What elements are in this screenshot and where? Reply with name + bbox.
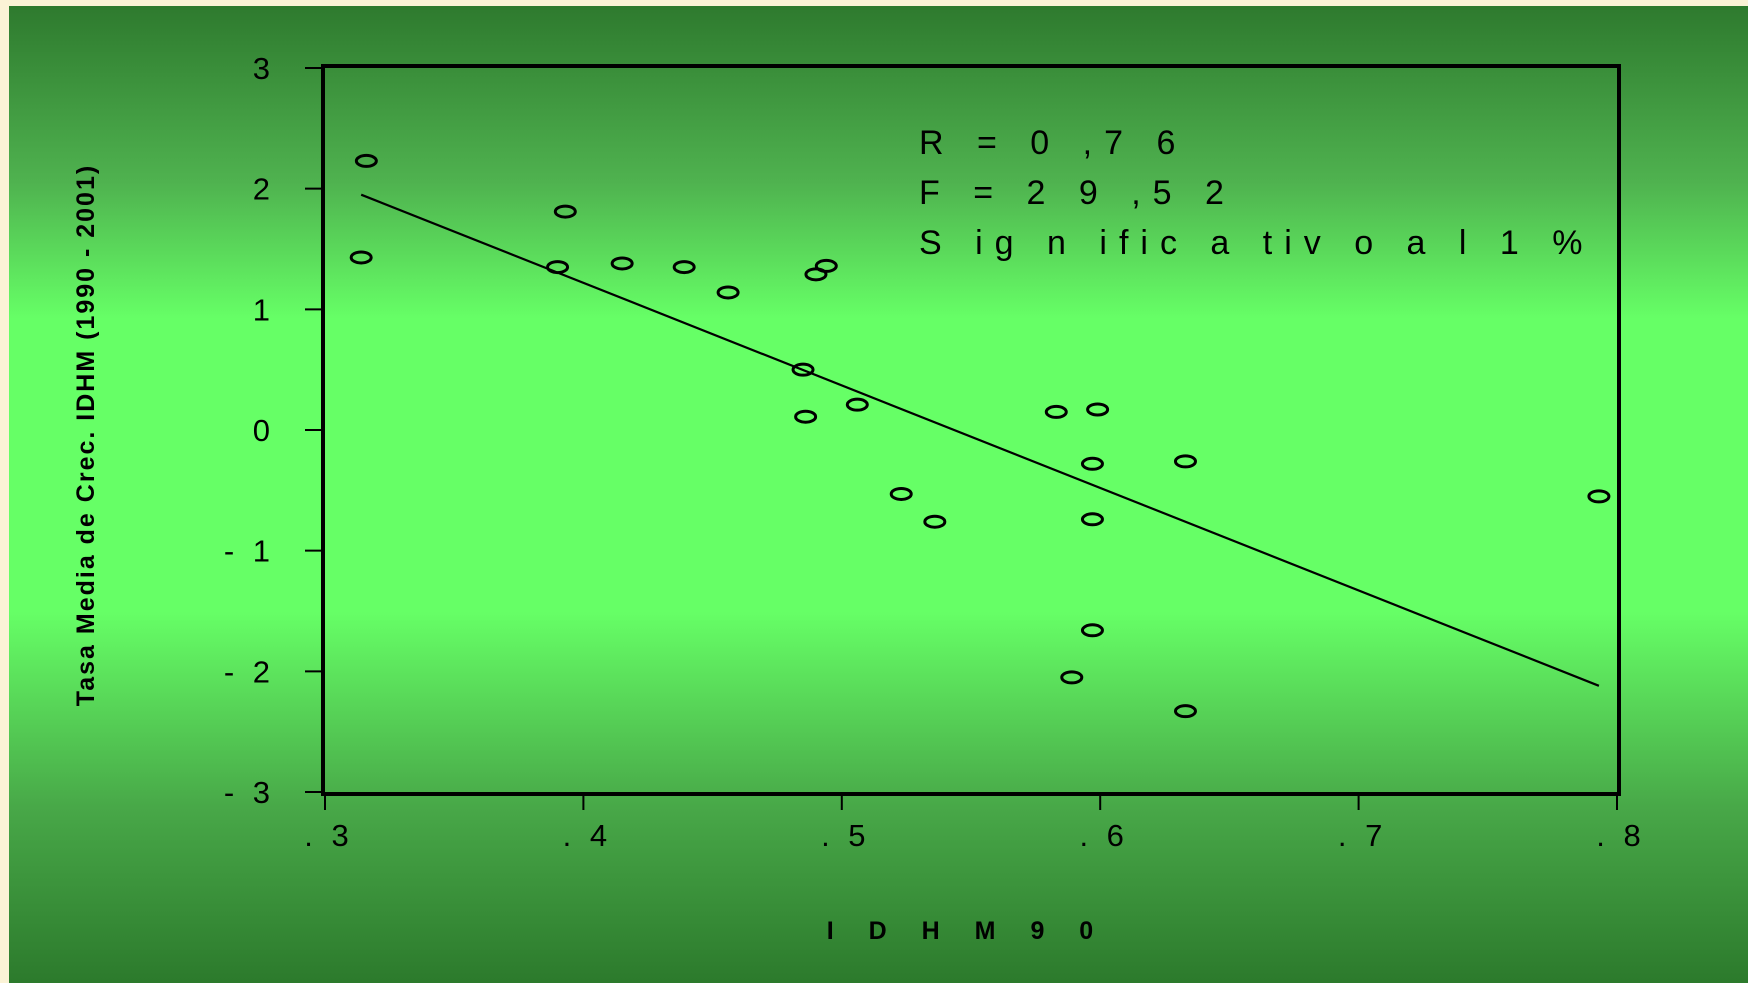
data-point — [546, 260, 570, 275]
chart-slide: 3 2 1 0 - 1 - 2 - 3 . 3 . 4 . 5 . 6 . 7 . 8 R = 0 ,… — [9, 6, 1748, 983]
data-point — [1173, 704, 1197, 719]
y-tick-label: - 3 — [224, 775, 275, 810]
regression-line — [360, 193, 1600, 687]
data-point — [1080, 623, 1104, 638]
data-point — [923, 514, 947, 529]
y-tick-label: 3 — [253, 51, 275, 86]
x-tick-label: . 8 — [1596, 818, 1645, 853]
data-point — [1080, 456, 1104, 471]
scatter-chart: 3 2 1 0 - 1 - 2 - 3 . 3 . 4 . 5 . 6 . 7 . 8 R = 0 ,… — [72, 51, 1645, 945]
data-point — [672, 260, 696, 275]
x-tick-label: . 3 — [304, 818, 353, 853]
y-tick-label: 2 — [253, 172, 275, 207]
data-point — [553, 204, 577, 219]
data-point — [1173, 454, 1197, 469]
y-tick-label: - 2 — [224, 654, 275, 689]
data-point — [1060, 670, 1084, 685]
data-points — [349, 153, 1611, 719]
y-axis-title: Tasa Media de Crec. IDHM (1990 - 2001) — [72, 164, 100, 706]
annotation-r: R = 0 ,7 6 — [919, 124, 1187, 162]
data-point — [1086, 402, 1110, 417]
annotation-f: F = 2 9 ,5 2 — [919, 174, 1236, 212]
y-tick-label: 1 — [253, 292, 275, 327]
x-tick-label: . 4 — [563, 818, 612, 853]
data-point — [889, 486, 913, 501]
x-tick-label: . 7 — [1338, 818, 1387, 853]
x-tick-label: . 6 — [1079, 818, 1128, 853]
data-point — [1587, 489, 1611, 504]
data-point — [845, 397, 869, 412]
data-point — [349, 250, 373, 265]
data-point — [794, 409, 818, 424]
x-axis-title: I D H M 9 0 — [827, 917, 1107, 945]
data-point — [610, 256, 634, 271]
y-axis: 3 2 1 0 - 1 - 2 - 3 — [224, 51, 323, 810]
annotation-significance: S ig n ific a tiv o a l 1 % — [919, 224, 1595, 262]
y-tick-label: - 1 — [224, 534, 275, 569]
x-tick-label: . 5 — [821, 818, 870, 853]
data-point — [716, 285, 740, 300]
x-axis: . 3 . 4 . 5 . 6 . 7 . 8 — [304, 794, 1645, 853]
y-tick-label: 0 — [253, 413, 275, 448]
data-point — [354, 153, 378, 168]
data-point — [1044, 404, 1068, 419]
data-point — [1080, 512, 1104, 527]
data-point — [814, 258, 838, 273]
data-point — [791, 362, 815, 377]
